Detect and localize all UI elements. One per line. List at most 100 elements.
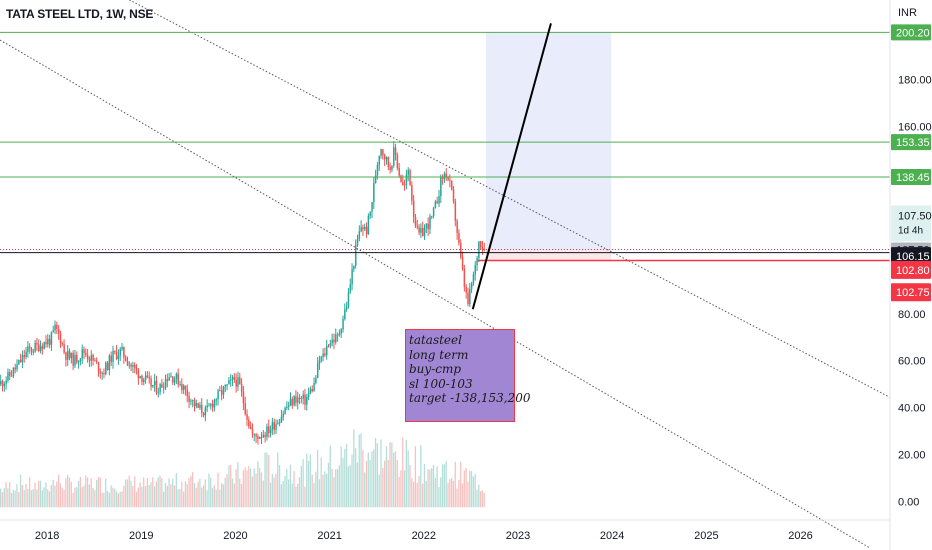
volume-bar	[286, 469, 288, 508]
candle-body	[450, 180, 453, 190]
volume-bar	[74, 487, 76, 508]
volume-bar	[373, 449, 375, 508]
candle-body	[61, 343, 64, 345]
candle-body	[134, 364, 136, 368]
candle-body	[326, 346, 328, 356]
candle-body	[67, 351, 69, 360]
price-tag-box	[891, 205, 931, 242]
volume-bar	[59, 483, 62, 508]
candle-body	[248, 419, 250, 427]
candle-body	[469, 288, 471, 305]
note-line: tatasteel	[409, 333, 462, 347]
volume-bar	[309, 454, 312, 508]
volume-bar	[16, 484, 18, 508]
volume-bar	[338, 465, 340, 508]
volume-bar	[128, 475, 130, 508]
candle-body	[101, 373, 103, 375]
candle-body	[135, 367, 138, 370]
candle-body	[215, 399, 218, 401]
candle-body	[150, 378, 152, 387]
y-tick-label: 0.00	[898, 496, 919, 508]
candle-body	[144, 375, 147, 380]
volume-bar	[108, 492, 110, 508]
candle-body	[358, 231, 361, 239]
volume-bar	[38, 480, 40, 508]
volume-bar	[202, 485, 205, 508]
candle-body	[235, 379, 237, 387]
volume-bar	[262, 480, 264, 508]
volume-bar	[19, 474, 22, 508]
candle-body	[403, 184, 406, 186]
currency-label[interactable]: INR	[898, 7, 917, 19]
candle-body	[481, 247, 484, 250]
candle-body	[230, 379, 232, 381]
candle-body	[81, 349, 84, 359]
volume-bar	[322, 474, 324, 508]
volume-bar	[99, 477, 101, 508]
candle-body	[434, 201, 437, 208]
volume-bar	[143, 477, 145, 508]
candle-body	[443, 173, 446, 179]
candle-body	[454, 201, 457, 221]
y-tick-label: 80.00	[898, 309, 926, 321]
volume-bar	[220, 483, 223, 508]
volume-bar	[349, 465, 351, 508]
price-axis[interactable]: 0.00 20.00 40.00 60.00 80.00 180.00 160.00 200.…	[889, 0, 932, 550]
volume-bar	[32, 488, 34, 508]
candle-body	[23, 355, 26, 358]
projection-line	[471, 23, 552, 310]
candle-body	[383, 155, 386, 160]
volume-bar	[106, 490, 109, 508]
volume-bar	[479, 491, 482, 508]
candle-body	[474, 265, 477, 275]
last-close-tag-text: 106.15	[896, 251, 930, 263]
volume-bar	[313, 483, 315, 508]
volume-bar	[170, 484, 172, 508]
volume-bar	[266, 452, 268, 508]
candle-body	[423, 228, 426, 237]
candle-body	[311, 389, 314, 392]
volume-bar	[57, 474, 60, 508]
volume-bar	[427, 469, 429, 508]
time-axis[interactable]: 2018 2019 2020 2021 2022 2023 2024 2025 2026	[0, 519, 890, 542]
volume-bar	[420, 445, 422, 508]
volume-bar	[365, 460, 368, 508]
candle-body	[59, 333, 62, 344]
volume-bar	[210, 477, 212, 508]
stop-tag-2	[891, 283, 931, 302]
volume-bar	[28, 477, 31, 508]
level-tag-text: 200.20	[896, 27, 930, 39]
volume-bar	[360, 433, 362, 508]
candle-body	[253, 434, 256, 436]
volume-bar	[344, 449, 346, 508]
volume-bar	[389, 442, 391, 508]
candle-body	[228, 380, 230, 385]
volume-bar	[85, 475, 87, 508]
volume-bar	[463, 470, 465, 508]
candle-body	[338, 333, 341, 335]
candle-body	[354, 245, 357, 266]
volume-bar	[230, 464, 232, 508]
volume-bar	[168, 478, 170, 508]
candle-body	[112, 350, 114, 362]
volume-bar	[12, 489, 14, 508]
candle-body	[432, 207, 435, 216]
candle-body	[249, 426, 252, 429]
candle-body	[56, 324, 58, 330]
candle-body	[416, 225, 419, 228]
volume-bar	[291, 483, 293, 508]
volume-bar	[244, 467, 246, 508]
candle-body	[405, 174, 408, 185]
candle-body	[119, 349, 122, 356]
candle-body	[315, 377, 317, 383]
candle-body	[21, 355, 24, 363]
note-box[interactable]: tatasteel long term buy-cmp sl 100-103 t…	[405, 329, 531, 422]
level-tag	[891, 168, 931, 185]
volume-bar	[458, 479, 460, 508]
volume-bar	[199, 478, 201, 508]
volume-bar	[110, 485, 112, 508]
candle-body	[452, 189, 455, 202]
volume-bar	[161, 478, 163, 508]
